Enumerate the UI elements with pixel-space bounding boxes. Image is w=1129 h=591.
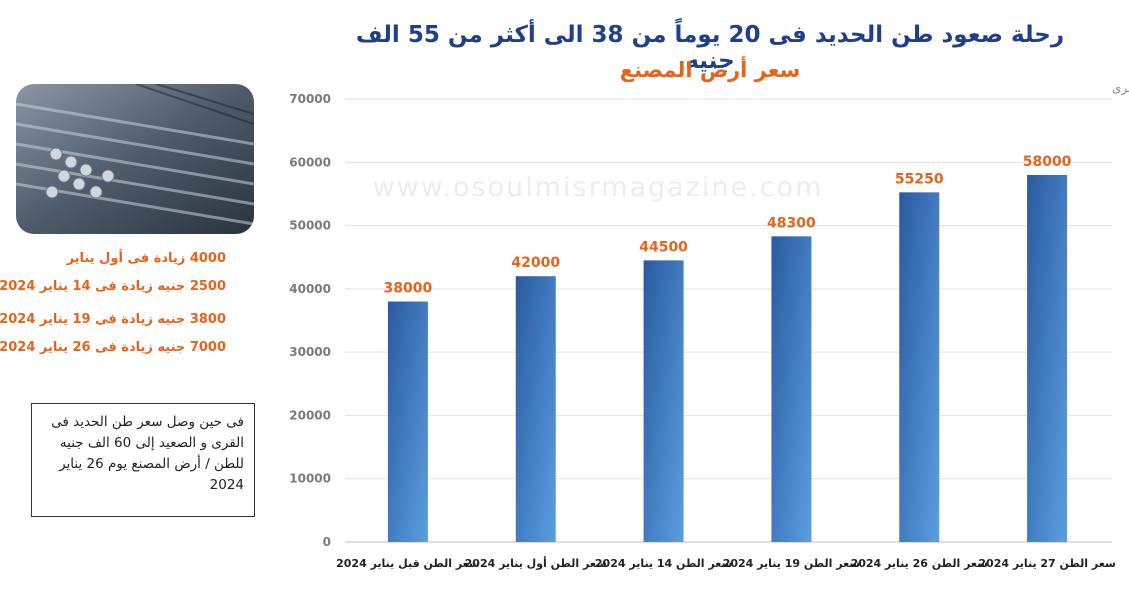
steel-rebar-photo <box>16 84 254 234</box>
data-label: 44500 <box>639 239 688 255</box>
y-tick-label: 30000 <box>289 345 331 359</box>
bar <box>771 236 812 542</box>
watermark: www.osoulmisrmagazine.com <box>373 172 824 203</box>
bar <box>387 301 428 542</box>
bar <box>899 192 940 542</box>
data-label: 48300 <box>767 215 816 231</box>
note-26-january: 7000 جنيه زيادة فى 26 يناير 2024 <box>0 340 226 355</box>
note-first-january: 4000 زيادة فى أول يناير <box>66 251 226 266</box>
y-tick-label: 60000 <box>289 155 331 169</box>
note-19-january: 3800 جنيه زيادة فى 19 يناير 2024 <box>0 312 226 327</box>
chart-title: رحلة صعود طن الحديد فى 20 يوماً من 38 ال… <box>355 22 1065 74</box>
data-label: 58000 <box>1023 154 1072 170</box>
x-category-label: سعر الطن 27 يناير 2024 <box>978 557 1115 570</box>
x-category-label: سعر الطن 26 يناير 2024 <box>851 557 988 570</box>
y-tick-label: 70000 <box>289 92 331 106</box>
bar <box>1027 174 1068 542</box>
x-category-label: سعر الطن أول يناير 2024 <box>465 556 607 570</box>
x-category-label: سعر الطن 19 يناير 2024 <box>723 557 860 570</box>
y-tick-label: 10000 <box>289 472 331 486</box>
note-14-january: 2500 جنيه زيادة فى 14 يناير 2024 <box>0 279 226 294</box>
y-tick-label: 0 <box>323 535 331 549</box>
x-category-label: سعر الطن 14 يناير 2024 <box>595 557 732 570</box>
data-label: 42000 <box>511 255 560 271</box>
y-axis-label: القيمة بالجنيه المصرى <box>1112 81 1129 96</box>
data-label: 38000 <box>384 281 433 297</box>
bar <box>515 276 556 542</box>
info-box: فى حين وصل سعر طن الحديد فى القرى و الصع… <box>31 403 255 517</box>
data-label: 55250 <box>895 171 944 187</box>
x-category-label: سعر الطن قبل يناير 2024 <box>336 557 480 570</box>
y-tick-label: 20000 <box>289 408 331 422</box>
chart-subtitle: سعر أرض المصنع <box>619 58 801 82</box>
bar <box>643 260 684 542</box>
y-tick-label: 50000 <box>289 219 331 233</box>
y-tick-label: 40000 <box>289 282 331 296</box>
